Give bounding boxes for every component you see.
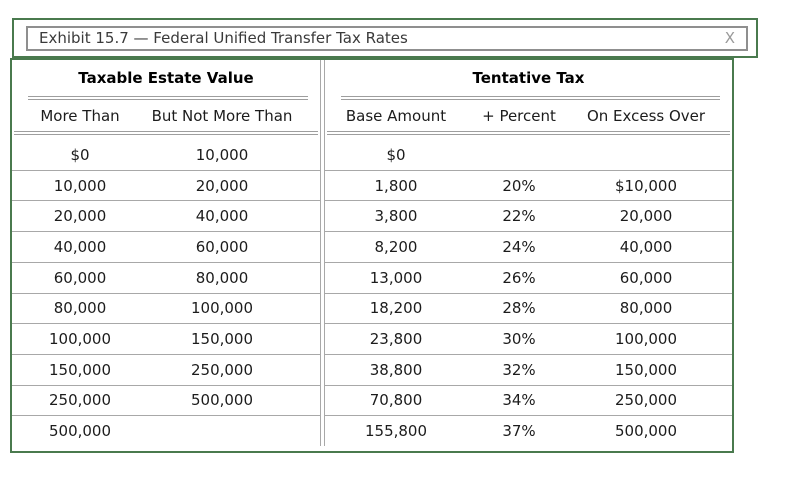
- cell-not-more-than: 150,000: [190, 330, 254, 349]
- titlebar: Exhibit 15.7 — Federal Unified Transfer …: [12, 18, 758, 58]
- cell-excess-over: 100,000: [614, 330, 678, 349]
- cell-more-than: 250,000: [48, 391, 112, 410]
- cell-not-more-than: 10,000: [195, 145, 249, 164]
- cell-percent: 24%: [502, 237, 536, 256]
- cell-excess-over: 250,000: [614, 391, 678, 410]
- cell-more-than: 150,000: [48, 360, 112, 379]
- table-row: 155,800 37% 500,000: [325, 416, 732, 446]
- cell-not-more-than: 40,000: [195, 207, 249, 226]
- table-row: 20,000 40,000: [12, 201, 320, 233]
- cell-base-amount: 13,000: [369, 268, 423, 287]
- cell-base-amount: 70,800: [369, 391, 423, 410]
- group-header-taxable-estate-value: Taxable Estate Value: [78, 69, 254, 87]
- col-header-base-amount: Base Amount: [345, 106, 447, 125]
- table-body-right: $0 1,800 20% $10,000 3,800 22% 20,000 8,200 24% 4…: [325, 135, 732, 451]
- cell-base-amount: 18,200: [369, 299, 423, 318]
- cell-percent: 30%: [502, 330, 536, 349]
- cell-base-amount: 155,800: [364, 422, 428, 441]
- cell-more-than: $0: [70, 145, 90, 164]
- cell-more-than: 60,000: [53, 268, 107, 287]
- col-header-plus-percent: + Percent: [482, 106, 556, 125]
- table-row: 250,000 500,000: [12, 386, 320, 417]
- table-row: 23,800 30% 100,000: [325, 324, 732, 355]
- close-button[interactable]: X: [724, 28, 735, 47]
- table-row: 70,800 34% 250,000: [325, 386, 732, 417]
- section-divider: [320, 60, 325, 446]
- table-row: 100,000 150,000: [12, 324, 320, 355]
- column-headers-left: More Than But Not More Than: [12, 100, 320, 131]
- window-title: Exhibit 15.7 — Federal Unified Transfer …: [39, 29, 408, 47]
- cell-not-more-than: 500,000: [190, 391, 254, 410]
- double-rule: [14, 131, 318, 135]
- double-rule: [28, 96, 308, 100]
- table-row: 500,000: [12, 416, 320, 446]
- cell-excess-over: 40,000: [619, 237, 673, 256]
- cell-percent: 26%: [502, 268, 536, 287]
- double-rule: [327, 131, 730, 135]
- cell-base-amount: 23,800: [369, 330, 423, 349]
- cell-excess-over: 60,000: [619, 268, 673, 287]
- cell-not-more-than: 60,000: [195, 237, 249, 256]
- cell-base-amount: 1,800: [374, 176, 418, 195]
- cell-more-than: 500,000: [48, 422, 112, 441]
- cell-percent: 32%: [502, 360, 536, 379]
- cell-not-more-than: 250,000: [190, 360, 254, 379]
- cell-more-than: 40,000: [53, 237, 107, 256]
- table-row: 38,800 32% 150,000: [325, 355, 732, 386]
- table-row: 18,200 28% 80,000: [325, 294, 732, 325]
- cell-excess-over: $10,000: [614, 176, 678, 195]
- cell-percent: 20%: [502, 176, 536, 195]
- cell-not-more-than: 100,000: [190, 299, 254, 318]
- cell-percent: 34%: [502, 391, 536, 410]
- cell-more-than: 100,000: [48, 330, 112, 349]
- table-row: $0 10,000: [12, 140, 320, 171]
- table-row: 1,800 20% $10,000: [325, 171, 732, 202]
- cell-more-than: 10,000: [53, 176, 107, 195]
- cell-percent: 22%: [502, 207, 536, 226]
- cell-not-more-than: 20,000: [195, 176, 249, 195]
- cell-base-amount: 38,800: [369, 360, 423, 379]
- cell-base-amount: $0: [386, 145, 406, 164]
- column-headers-right: Base Amount + Percent On Excess Over: [325, 100, 732, 131]
- cell-base-amount: 8,200: [374, 237, 418, 256]
- col-header-more-than: More Than: [40, 106, 120, 125]
- group-header-tentative-tax: Tentative Tax: [472, 69, 585, 87]
- tentative-tax-section: Tentative Tax Base Amount + Percent On E…: [325, 60, 732, 451]
- cell-excess-over: 500,000: [614, 422, 678, 441]
- tax-rate-table: Taxable Estate Value More Than But Not M…: [10, 58, 734, 453]
- table-row: 60,000 80,000: [12, 263, 320, 294]
- table-body-left: $0 10,000 10,000 20,000 20,000 40,000 40,000 60…: [12, 135, 320, 451]
- cell-excess-over: 150,000: [614, 360, 678, 379]
- table-row: 8,200 24% 40,000: [325, 232, 732, 263]
- cell-percent: 28%: [502, 299, 536, 318]
- table-row: 40,000 60,000: [12, 232, 320, 263]
- cell-base-amount: 3,800: [374, 207, 418, 226]
- double-rule: [341, 96, 720, 100]
- cell-excess-over: 80,000: [619, 299, 673, 318]
- table-row: 150,000 250,000: [12, 355, 320, 386]
- cell-excess-over: 20,000: [619, 207, 673, 226]
- table-row: 80,000 100,000: [12, 294, 320, 325]
- cell-more-than: 80,000: [53, 299, 107, 318]
- taxable-estate-value-section: Taxable Estate Value More Than But Not M…: [12, 60, 320, 451]
- cell-more-than: 20,000: [53, 207, 107, 226]
- table-row: $0: [325, 140, 732, 171]
- col-header-but-not-more-than: But Not More Than: [151, 106, 293, 125]
- titlebar-strip: Exhibit 15.7 — Federal Unified Transfer …: [26, 25, 748, 51]
- col-header-on-excess-over: On Excess Over: [586, 106, 706, 125]
- table-row: 13,000 26% 60,000: [325, 263, 732, 294]
- cell-percent: 37%: [502, 422, 536, 441]
- table-row: 3,800 22% 20,000: [325, 201, 732, 233]
- table-row: 10,000 20,000: [12, 171, 320, 202]
- cell-not-more-than: 80,000: [195, 268, 249, 287]
